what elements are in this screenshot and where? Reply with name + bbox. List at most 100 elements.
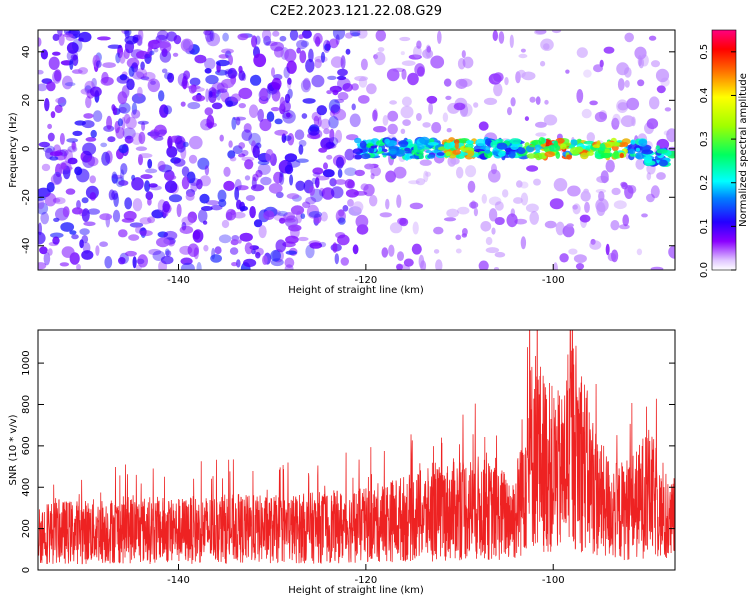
heatmap-blob [126, 78, 135, 91]
signal-blob [599, 143, 606, 151]
heatmap-blob [655, 68, 670, 83]
heatmap-blob [168, 194, 183, 203]
heatmap-blob [173, 158, 186, 167]
heatmap-blob [469, 201, 479, 209]
heatmap-blob [239, 232, 253, 242]
heatmap-blob [136, 258, 145, 265]
top-x-axis-label: Height of straight line (km) [288, 285, 424, 296]
top-x-ticks: -140 -120 -100 [167, 264, 565, 286]
heatmap-blob [433, 249, 440, 254]
heatmap-blob [336, 75, 347, 81]
heatmap-blob [407, 72, 419, 86]
heatmap-blob [456, 166, 464, 179]
heatmap-blob [409, 202, 424, 210]
heatmap-blob [336, 156, 344, 169]
heatmap-blob [493, 82, 503, 97]
heatmap-blob [50, 173, 63, 185]
heatmap-blob [263, 35, 271, 46]
heatmap-blob [525, 203, 539, 213]
heatmap-blob [535, 132, 547, 137]
heatmap-blob [249, 206, 256, 219]
heatmap-blob [83, 113, 94, 119]
signal-blob [378, 146, 383, 153]
heatmap-blob [123, 30, 132, 37]
heatmap-blob [646, 193, 655, 203]
y-tick-label: -20 [21, 189, 32, 205]
heatmap-blob [289, 174, 294, 186]
heatmap-blob [387, 123, 398, 135]
heatmap-blob [231, 262, 238, 267]
top-y-ticks: -40 -20 0 20 40 [21, 45, 675, 254]
signal-blob [490, 141, 498, 148]
heatmap-blob [179, 225, 194, 234]
signal-blob [555, 151, 561, 159]
heatmap-blob [258, 225, 267, 239]
heatmap-blob [332, 242, 338, 253]
heatmap-blob [524, 116, 530, 121]
heatmap-blob [635, 158, 645, 170]
heatmap-blob [620, 115, 635, 128]
signal-blob [497, 150, 506, 157]
heatmap-blob [244, 159, 254, 170]
heatmap-blob [428, 102, 433, 115]
heatmap-blob [97, 36, 111, 41]
heatmap-blob [87, 156, 99, 167]
heatmap-blob [53, 217, 60, 222]
heatmap-blob [205, 200, 220, 206]
top-plot-frame [37, 29, 676, 271]
heatmap-blob [223, 180, 235, 191]
heatmap-blob [516, 180, 523, 188]
heatmap-blob [334, 179, 347, 185]
colorbar-tick-label: 0.4 [699, 88, 710, 104]
figure-title: C2E2.2023.121.22.08.G29 [270, 4, 442, 19]
heatmap-blob [302, 201, 311, 209]
heatmap-blob [250, 74, 262, 86]
heatmap-blob [320, 211, 328, 222]
heatmap-blob [656, 85, 666, 94]
heatmap-blob [217, 189, 227, 202]
heatmap-blob [399, 36, 411, 42]
heatmap-blob [270, 250, 281, 262]
heatmap-blob [373, 126, 387, 133]
heatmap-blob [494, 201, 504, 211]
signal-blob [413, 144, 418, 153]
heatmap-blob [135, 146, 148, 151]
heatmap-blob [99, 213, 113, 221]
heatmap-blob [562, 224, 575, 238]
heatmap-blob [300, 79, 312, 93]
heatmap-blob [180, 101, 186, 107]
heatmap-blob [139, 230, 153, 237]
heatmap-blob [265, 149, 274, 163]
heatmap-blob [124, 35, 138, 45]
heatmap-blob [131, 102, 137, 115]
heatmap-blob [366, 83, 377, 95]
heatmap-blob [284, 218, 297, 223]
heatmap-blob [413, 45, 422, 59]
heatmap-blob [344, 148, 355, 161]
heatmap-blob [488, 196, 502, 206]
heatmap-blob [76, 200, 81, 210]
signal-blob [544, 151, 555, 158]
signal-blob [635, 147, 641, 152]
heatmap-blob [118, 229, 128, 238]
signal-blob [619, 153, 624, 158]
signal-blob [354, 137, 362, 144]
heatmap-blob [189, 77, 201, 86]
heatmap-blob [323, 162, 328, 170]
heatmap-blob [271, 67, 275, 77]
heatmap-blob [453, 102, 466, 111]
heatmap-blob [118, 144, 129, 154]
heatmap-blob [320, 51, 326, 63]
heatmap-blob [150, 80, 156, 85]
heatmap-blob [85, 96, 92, 109]
heatmap-blob [312, 172, 321, 177]
heatmap-blob [589, 240, 602, 250]
heatmap-blob [286, 193, 300, 200]
heatmap-blob [641, 213, 648, 218]
heatmap-blob [301, 30, 312, 39]
heatmap-blob [338, 209, 345, 217]
heatmap-blob [99, 241, 108, 247]
heatmap-blob [161, 68, 168, 74]
heatmap-blob [199, 193, 210, 204]
heatmap-blob [370, 166, 382, 177]
